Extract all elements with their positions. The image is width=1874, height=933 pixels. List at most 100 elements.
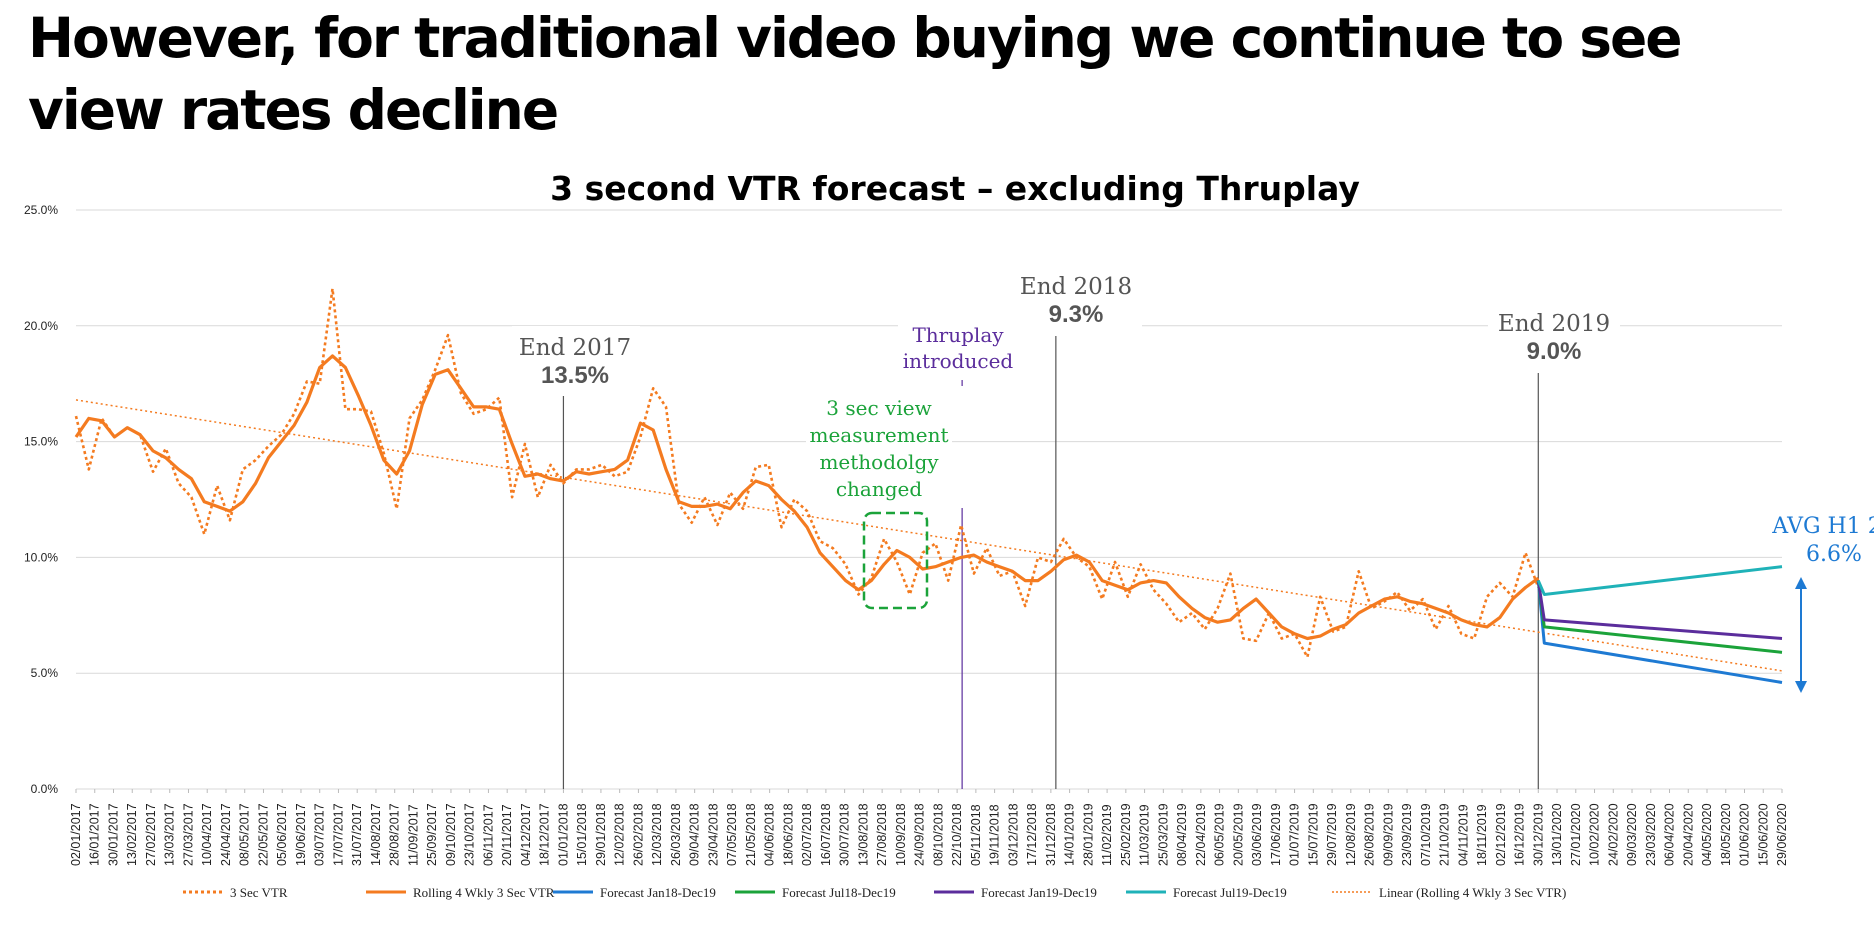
annotation-end-2018-label: End 2018 — [1020, 274, 1132, 300]
x-tick-label: 26/02/2018 — [631, 803, 645, 866]
methodology-highlight-box — [862, 511, 929, 610]
annotation-end-2019-value: 9.0% — [1527, 338, 1582, 365]
x-tick-label: 06/05/2019 — [1213, 803, 1227, 866]
x-tick-label: 18/06/2018 — [781, 803, 795, 866]
x-tick-label: 04/05/2020 — [1700, 803, 1714, 866]
x-tick-label: 13/08/2018 — [856, 803, 870, 866]
annotation-end-2019-label: End 2019 — [1498, 311, 1610, 337]
x-tick-label: 05/06/2017 — [275, 803, 289, 866]
x-tick-label: 05/11/2018 — [969, 804, 983, 866]
x-tick-label: 03/06/2019 — [1250, 803, 1264, 866]
legend-label: Forecast Jul19-Dec19 — [1173, 885, 1287, 900]
x-tick-label: 24/02/2020 — [1606, 803, 1620, 866]
x-tick-label: 12/03/2018 — [650, 803, 664, 866]
x-tick-label: 16/12/2019 — [1513, 803, 1527, 866]
x-tick-label: 08/05/2017 — [238, 803, 252, 866]
x-tick-label: 07/10/2019 — [1419, 803, 1433, 866]
annotation-methodology-line1: 3 sec view — [826, 396, 931, 420]
y-axis-ticks: 0.0% 5.0% 10.0% 15.0% 20.0% 25.0% — [24, 203, 58, 796]
x-tick-label: 15/07/2019 — [1306, 803, 1320, 866]
annotation-methodology-line4: changed — [836, 477, 923, 501]
y-tick-label: 20.0% — [24, 319, 58, 333]
x-tick-label: 13/03/2017 — [163, 803, 177, 866]
x-tick-label: 06/04/2020 — [1663, 803, 1677, 866]
avg-arrow-up-icon — [1795, 577, 1807, 589]
x-tick-label: 27/08/2018 — [875, 803, 889, 866]
y-tick-label: 5.0% — [31, 666, 59, 680]
x-tick-label: 30/12/2019 — [1531, 803, 1545, 866]
x-tick-label: 29/07/2019 — [1325, 803, 1339, 866]
x-tick-label: 04/06/2018 — [763, 803, 777, 866]
x-tick-label: 26/08/2019 — [1363, 803, 1377, 866]
x-tick-label: 16/01/2017 — [88, 803, 102, 866]
annotation-thruplay-bg — [898, 318, 1018, 378]
headline: However, for traditional video buying we… — [28, 6, 1683, 142]
x-tick-label: 18/11/2019 — [1475, 804, 1489, 866]
x-tick-label: 17/12/2018 — [1025, 803, 1039, 866]
x-tick-label: 01/07/2019 — [1288, 803, 1302, 866]
x-tick-label: 21/05/2018 — [744, 803, 758, 866]
annotation-thruplay-line2: introduced — [903, 349, 1014, 373]
x-tick-label: 19/06/2017 — [294, 803, 308, 866]
x-tick-label: 20/11/2017 — [500, 804, 514, 866]
y-tick-label: 25.0% — [24, 203, 58, 217]
x-tick-label: 19/11/2018 — [988, 804, 1002, 866]
x-tick-label: 28/01/2019 — [1081, 803, 1095, 866]
annotation-end-2019: End 2019 9.0% — [1488, 305, 1620, 373]
x-tick-label: 09/03/2020 — [1625, 803, 1639, 866]
x-tick-label: 08/04/2019 — [1175, 803, 1189, 866]
annotation-methodology-bg — [806, 392, 952, 504]
series-forecast-4 — [1536, 565, 1783, 596]
x-tick-label: 14/01/2019 — [1063, 803, 1077, 866]
x-tick-label: 15/06/2020 — [1756, 803, 1770, 866]
x-tick-label: 23/04/2018 — [706, 803, 720, 866]
x-tick-label: 25/03/2019 — [1156, 803, 1170, 866]
x-tick-label: 27/02/2017 — [144, 803, 158, 866]
x-tick-label: 29/01/2018 — [594, 803, 608, 866]
annotation-thruplay-line1: Thruplay — [912, 323, 1004, 347]
x-tick-label: 30/01/2017 — [106, 803, 120, 866]
x-tick-label: 20/04/2020 — [1681, 803, 1695, 866]
x-tick-label: 23/03/2020 — [1644, 803, 1658, 866]
x-tick-label: 12/02/2018 — [613, 803, 627, 866]
x-tick-label: 11/09/2017 — [406, 804, 420, 866]
x-tick-label: 27/01/2020 — [1569, 803, 1583, 866]
x-tick-label: 13/02/2017 — [125, 803, 139, 866]
x-tick-label: 03/07/2017 — [313, 803, 327, 866]
x-tick-label: 16/07/2018 — [819, 803, 833, 866]
x-tick-label: 22/10/2018 — [950, 803, 964, 866]
annotation-end-2017-bg — [512, 326, 640, 396]
legend-label: Forecast Jan19-Dec19 — [981, 885, 1097, 900]
annotation-end-2018-value: 9.3% — [1049, 301, 1104, 328]
legend-label: Linear (Rolling 4 Wkly 3 Sec VTR) — [1379, 885, 1566, 900]
legend-label: Rolling 4 Wkly 3 Sec VTR — [413, 885, 555, 900]
annotation-methodology-line3: methodolgy — [819, 450, 939, 474]
annotation-end-2018: End 2018 9.3% — [1010, 268, 1142, 336]
x-tick-label: 02/01/2017 — [69, 803, 83, 866]
x-tick-label: 17/06/2019 — [1269, 803, 1283, 866]
x-tick-label: 04/11/2019 — [1456, 804, 1470, 866]
x-tick-label: 13/01/2020 — [1550, 803, 1564, 866]
x-tick-label: 10/09/2018 — [894, 803, 908, 866]
annotation-thruplay: Thruplay introduced — [898, 318, 1018, 378]
chart-title: 3 second VTR forecast – excluding Thrupl… — [550, 169, 1360, 208]
x-tick-label: 27/03/2017 — [181, 803, 195, 866]
annotation-avg-label: AVG H1 20 — [1771, 514, 1874, 539]
x-tick-label: 04/12/2017 — [519, 803, 533, 866]
x-tick-label: 08/10/2018 — [931, 803, 945, 866]
annotation-methodology: 3 sec view measurement methodolgy change… — [806, 392, 952, 504]
x-tick-label: 09/04/2018 — [688, 803, 702, 866]
x-tick-label: 28/08/2017 — [388, 803, 402, 866]
x-tick-label: 12/08/2019 — [1344, 803, 1358, 866]
x-tick-label: 01/01/2018 — [556, 803, 570, 866]
series-rolling-4-wkly — [74, 354, 1540, 641]
avg-arrow-down-icon — [1795, 681, 1807, 693]
annotation-end-2017-value: 13.5% — [541, 362, 609, 389]
x-tick-label: 07/05/2018 — [725, 803, 739, 866]
x-tick-label: 17/07/2017 — [331, 803, 345, 866]
x-tick-label: 31/12/2018 — [1044, 803, 1058, 866]
x-tick-label: 25/02/2019 — [1119, 803, 1133, 866]
y-tick-label: 0.0% — [31, 782, 59, 796]
x-tick-label: 02/12/2019 — [1494, 803, 1508, 866]
x-tick-label: 09/09/2019 — [1381, 803, 1395, 866]
